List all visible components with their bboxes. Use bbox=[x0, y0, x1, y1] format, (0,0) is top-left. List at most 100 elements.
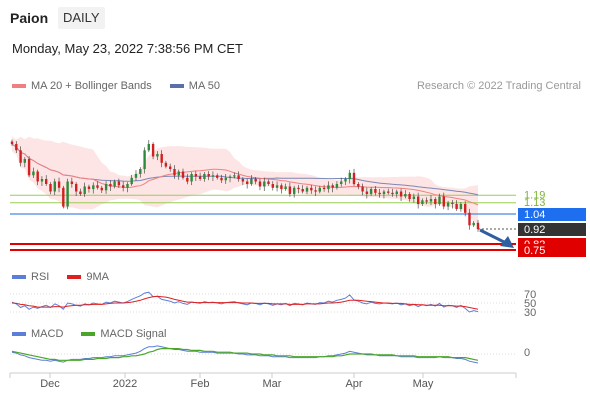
candle-body bbox=[169, 166, 172, 169]
candle-body bbox=[246, 181, 249, 184]
candle-body bbox=[382, 191, 386, 194]
bollinger-band-fill bbox=[12, 136, 478, 225]
candle-body bbox=[284, 186, 287, 189]
candle-body bbox=[190, 174, 193, 182]
candle-body bbox=[425, 200, 428, 202]
time-axis-label: Dec bbox=[40, 378, 60, 390]
legend-macd-signal-label: MACD Signal bbox=[100, 328, 167, 340]
time-axis-label: May bbox=[413, 378, 434, 390]
price-level-lines bbox=[10, 194, 516, 251]
macd-signal-swatch bbox=[81, 332, 96, 336]
candle-body bbox=[117, 181, 121, 186]
bollinger-band bbox=[12, 136, 478, 225]
ma20-swatch bbox=[12, 84, 26, 88]
macd-panel: 0 bbox=[10, 345, 530, 364]
candle-body bbox=[10, 141, 14, 144]
rsi-level-label: 70 bbox=[524, 289, 536, 301]
timeframe-tag[interactable]: DAILY bbox=[58, 7, 105, 29]
candle-body bbox=[322, 187, 326, 190]
candle-body bbox=[160, 154, 163, 163]
candle-body bbox=[412, 196, 416, 199]
candle-body bbox=[79, 191, 82, 194]
candle-body bbox=[143, 150, 146, 170]
candle-body bbox=[139, 169, 142, 174]
price-legend: MA 20 + Bollinger Bands MA 50 bbox=[12, 80, 238, 92]
forecast-arrow-shaft bbox=[479, 228, 507, 245]
candle-body bbox=[399, 191, 403, 197]
legend-macd-signal: MACD Signal bbox=[81, 328, 166, 340]
forecast-arrow bbox=[479, 228, 514, 248]
candle-body bbox=[357, 184, 360, 187]
candle-body bbox=[395, 191, 398, 194]
legend-ma20: MA 20 + Bollinger Bands bbox=[12, 80, 152, 92]
candle-body bbox=[434, 199, 437, 204]
candle-body bbox=[468, 212, 471, 226]
candle-body bbox=[421, 200, 424, 204]
candle-body bbox=[233, 175, 236, 177]
candle-body bbox=[310, 187, 313, 191]
candle-body bbox=[151, 144, 155, 157]
candle-body bbox=[15, 144, 18, 151]
time-axis-label: Apr bbox=[345, 378, 362, 390]
macd-swatch bbox=[12, 332, 26, 336]
candle-body bbox=[348, 172, 351, 180]
candle-body bbox=[49, 184, 52, 192]
candle-body bbox=[70, 181, 74, 184]
candle-body bbox=[442, 196, 445, 207]
ma50-swatch bbox=[169, 84, 184, 88]
candle-body bbox=[288, 186, 292, 194]
candle-body bbox=[228, 176, 232, 178]
candle-body bbox=[156, 154, 159, 157]
legend-ma20-label: MA 20 + Bollinger Bands bbox=[31, 80, 152, 92]
rsi-swatch bbox=[12, 275, 26, 279]
candle-body bbox=[237, 175, 240, 180]
ma20-line bbox=[11, 143, 479, 206]
candle-body bbox=[62, 187, 65, 207]
candle-body bbox=[130, 177, 133, 185]
candle-body bbox=[369, 189, 373, 194]
time-axis-label: Feb bbox=[191, 378, 210, 390]
candle-body bbox=[331, 185, 334, 188]
candle-body bbox=[250, 179, 253, 184]
candle-body bbox=[27, 159, 31, 176]
candle-body bbox=[75, 184, 78, 192]
legend-ma50-label: MA 50 bbox=[188, 80, 220, 92]
candle-body bbox=[305, 187, 309, 192]
candles bbox=[10, 139, 480, 232]
candle-body bbox=[186, 177, 189, 182]
candle-body bbox=[57, 181, 61, 188]
rsi-line bbox=[11, 291, 479, 313]
candle-body bbox=[476, 222, 480, 230]
candle-body bbox=[404, 194, 407, 197]
chart-datetime: Monday, May 23, 2022 7:38:56 PM CET bbox=[12, 41, 243, 56]
candle-body bbox=[297, 187, 300, 190]
rsi-legend: RSI 9MA bbox=[12, 271, 127, 283]
candle-body bbox=[122, 185, 125, 188]
candle-body bbox=[472, 222, 475, 226]
candle-body bbox=[23, 159, 26, 163]
candle-body bbox=[113, 181, 116, 187]
candle-body bbox=[271, 184, 274, 188]
candle-body bbox=[96, 185, 99, 188]
candle-body bbox=[314, 190, 317, 192]
rsi-level-label: 50 bbox=[524, 298, 536, 310]
candle-body bbox=[438, 196, 441, 204]
candle-body bbox=[464, 204, 467, 213]
price-level-labels: 1.191.131.040.920.820.75 bbox=[518, 189, 586, 257]
candle-body bbox=[45, 179, 48, 184]
candle-body bbox=[194, 174, 198, 177]
candle-body bbox=[451, 202, 454, 204]
candle-body bbox=[254, 179, 257, 182]
symbol-title: Paion bbox=[10, 10, 49, 26]
candle-body bbox=[92, 185, 95, 190]
candle-body bbox=[147, 144, 150, 151]
candle-body bbox=[387, 191, 390, 193]
candle-body bbox=[267, 181, 270, 184]
time-axis: Dec 2022 Feb Mar Apr May bbox=[9, 372, 517, 390]
macd-signal-line bbox=[11, 348, 479, 361]
candle-body bbox=[173, 169, 176, 176]
legend-macd-label: MACD bbox=[31, 328, 64, 340]
candle-body bbox=[207, 174, 210, 177]
